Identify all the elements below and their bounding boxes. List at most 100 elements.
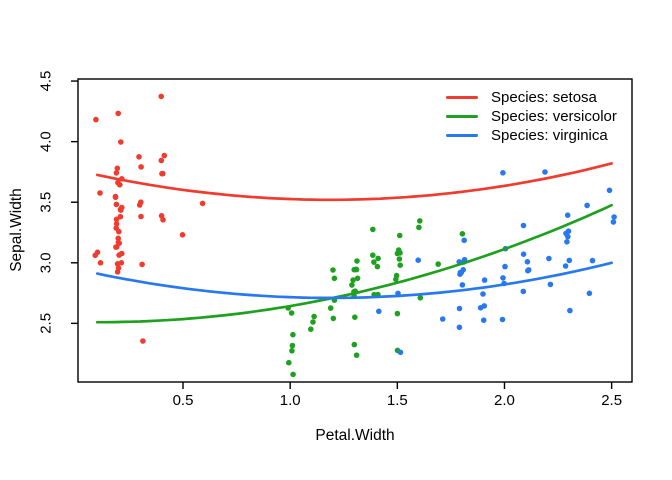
data-point-virginica <box>520 222 527 229</box>
data-point-virginica <box>589 257 596 264</box>
data-point-setosa <box>114 261 121 267</box>
data-point-virginica <box>415 257 422 264</box>
data-point-virginica <box>586 290 593 297</box>
data-point-versicolor <box>327 305 334 311</box>
data-point-setosa <box>93 116 99 123</box>
y-tick-label: 4.5 <box>38 71 55 92</box>
data-point-versicolor <box>290 371 296 378</box>
data-point-virginica <box>500 275 506 281</box>
data-point-setosa <box>113 221 120 227</box>
data-point-versicolor <box>417 295 424 301</box>
data-point-setosa <box>160 217 166 223</box>
data-point-versicolor <box>417 218 423 224</box>
data-point-versicolor <box>396 232 403 239</box>
data-point-versicolor <box>288 310 295 316</box>
data-point-virginica <box>546 255 552 262</box>
data-point-virginica <box>611 214 617 220</box>
data-point-versicolor <box>397 262 404 269</box>
data-point-versicolor <box>416 224 422 231</box>
data-point-versicolor <box>289 342 296 349</box>
data-point-versicolor <box>353 352 360 359</box>
data-point-versicolor <box>354 275 361 282</box>
data-point-setosa <box>119 204 125 211</box>
x-tick-label: 1.0 <box>280 392 301 409</box>
data-point-setosa <box>161 152 168 159</box>
data-point-setosa <box>115 235 121 242</box>
legend-label-versicolor: Species: versicolor <box>491 108 617 125</box>
data-point-versicolor <box>370 252 376 258</box>
data-point-virginica <box>502 263 508 270</box>
data-point-virginica <box>477 305 484 311</box>
data-point-setosa <box>115 265 122 271</box>
data-point-setosa <box>119 250 125 257</box>
data-point-virginica <box>565 233 571 240</box>
data-point-virginica <box>565 228 572 234</box>
data-point-versicolor <box>375 255 381 262</box>
data-point-setosa <box>97 190 103 196</box>
y-tick-label: 3.0 <box>38 252 55 273</box>
data-point-versicolor <box>353 266 359 273</box>
data-point-versicolor <box>435 261 442 267</box>
fit-curve-virginica <box>95 261 613 300</box>
data-point-setosa <box>117 213 124 220</box>
data-point-virginica <box>499 316 506 323</box>
data-point-virginica <box>525 267 531 274</box>
legend-label-setosa: Species: setosa <box>491 89 597 106</box>
virginica-line-key-icon <box>446 134 478 137</box>
data-point-setosa <box>97 260 104 266</box>
data-point-versicolor <box>351 341 358 348</box>
data-point-virginica <box>567 307 573 314</box>
data-point-setosa <box>114 165 121 172</box>
data-point-setosa <box>115 239 122 246</box>
data-point-versicolor <box>371 259 377 265</box>
setosa-line-key-icon <box>446 96 478 99</box>
data-point-virginica <box>547 281 554 288</box>
data-point-virginica <box>461 237 468 244</box>
data-point-setosa <box>138 164 144 170</box>
y-tick-label: 3.5 <box>38 192 55 213</box>
data-point-virginica <box>542 169 548 175</box>
data-point-versicolor <box>330 267 336 273</box>
data-point-virginica <box>480 291 486 297</box>
data-point-virginica <box>480 317 487 324</box>
data-point-versicolor <box>350 277 356 283</box>
data-point-setosa <box>138 213 144 220</box>
data-point-versicolor <box>331 275 338 282</box>
data-point-setosa <box>117 182 123 188</box>
data-point-virginica <box>456 324 463 331</box>
data-point-virginica <box>566 257 573 264</box>
x-tick-label: 1.5 <box>387 392 408 409</box>
data-point-setosa <box>115 110 121 117</box>
fit-curve-versicolor <box>95 203 613 324</box>
data-point-virginica <box>459 282 466 288</box>
data-point-setosa <box>158 93 164 100</box>
data-point-versicolor <box>396 256 403 262</box>
data-point-versicolor <box>290 331 296 338</box>
x-tick-label: 2.5 <box>601 392 622 409</box>
data-point-virginica <box>524 259 531 265</box>
data-point-setosa <box>138 199 144 205</box>
data-point-setosa <box>112 194 119 201</box>
data-point-virginica <box>460 267 467 273</box>
data-point-versicolor <box>370 226 376 233</box>
fit-curve-setosa <box>95 162 613 202</box>
data-point-setosa <box>158 157 165 164</box>
y-tick-label: 4.0 <box>38 131 55 152</box>
legend-item-versicolor: Species: versicolor <box>446 107 617 126</box>
data-point-versicolor <box>330 315 337 322</box>
data-point-setosa <box>113 225 119 231</box>
plot-border <box>77 78 633 383</box>
y-tick-label: 2.5 <box>38 313 55 334</box>
data-point-setosa <box>118 139 124 145</box>
data-point-virginica <box>500 170 506 176</box>
legend-item-setosa: Species: setosa <box>446 88 617 107</box>
data-point-versicolor <box>354 258 360 264</box>
legend-item-virginica: Species: virginica <box>446 126 617 145</box>
data-point-virginica <box>456 305 463 312</box>
data-point-virginica <box>562 263 569 269</box>
data-point-versicolor <box>397 250 403 256</box>
data-point-virginica <box>606 187 613 194</box>
data-point-versicolor <box>289 348 295 354</box>
